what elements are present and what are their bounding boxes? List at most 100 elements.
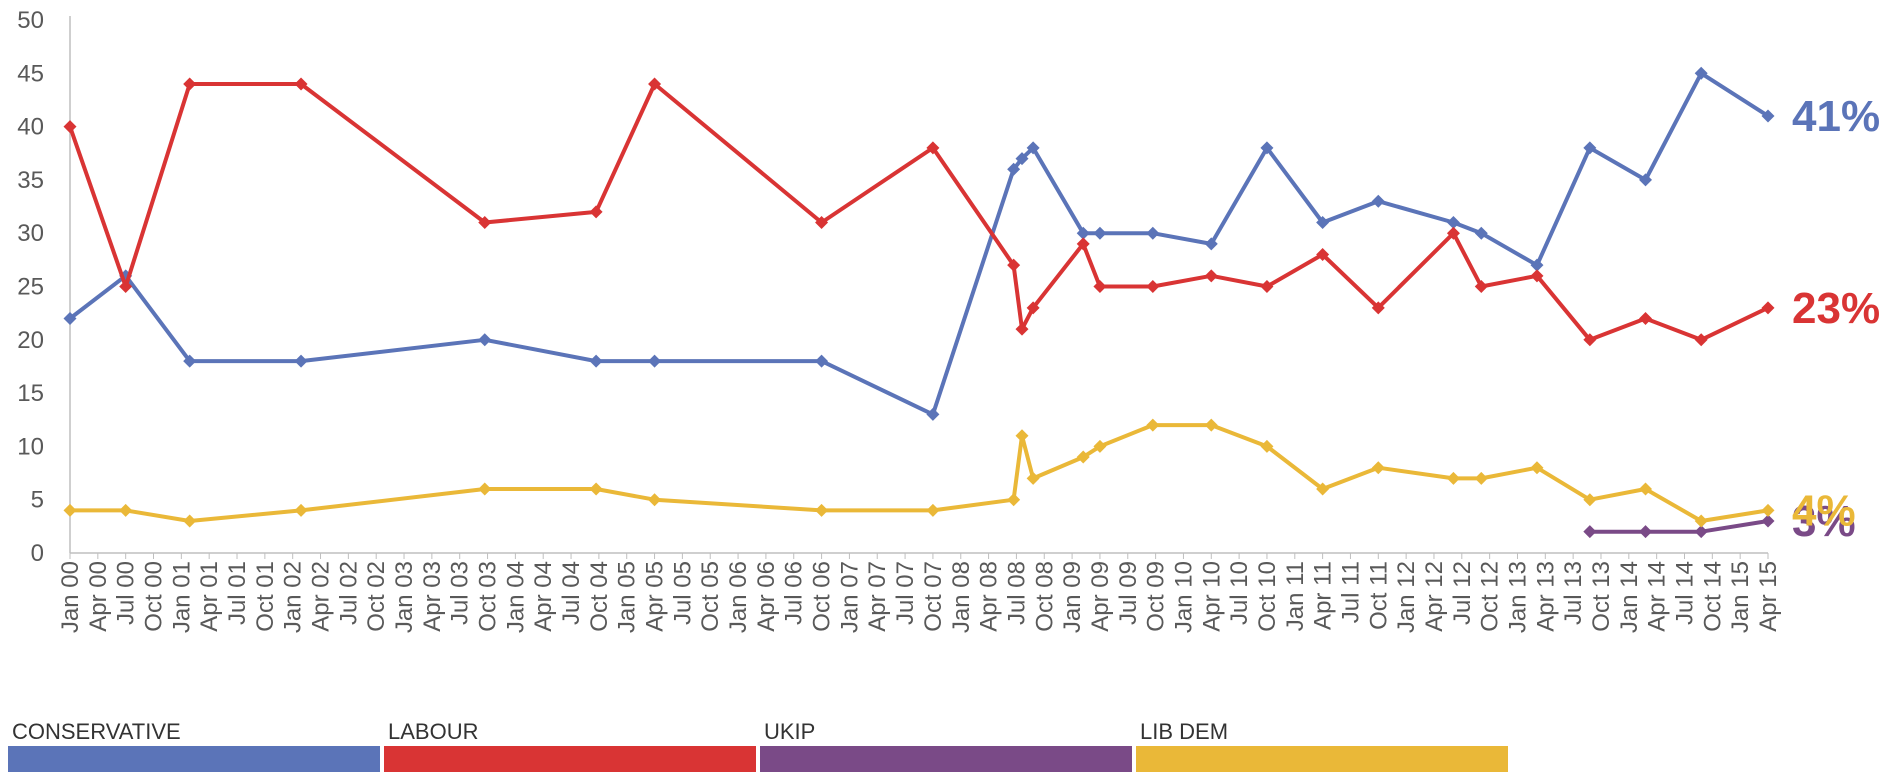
data-point xyxy=(294,503,308,517)
data-point xyxy=(1474,226,1488,240)
y-tick-label: 20 xyxy=(17,327,44,354)
y-tick-label: 5 xyxy=(31,487,44,514)
x-tick-label: Jul 05 xyxy=(669,561,696,625)
data-point xyxy=(294,354,308,368)
end-label-labour: 23% xyxy=(1792,284,1880,333)
legend: CONSERVATIVE LABOUR UKIP LIB DEM xyxy=(8,718,1508,772)
y-tick-label: 10 xyxy=(17,433,44,460)
data-point xyxy=(589,354,603,368)
series-line-lib-dem xyxy=(68,423,1770,523)
x-tick-label: Jul 14 xyxy=(1671,561,1698,625)
y-tick-label: 0 xyxy=(31,540,44,567)
data-point xyxy=(183,354,197,368)
x-tick-label: Jul 07 xyxy=(892,561,919,625)
series-line-labour xyxy=(68,82,1770,342)
x-tick-label: Oct 11 xyxy=(1365,561,1392,630)
x-tick-label: Oct 14 xyxy=(1699,561,1726,632)
data-point xyxy=(1076,226,1090,240)
x-tick-label: Apr 15 xyxy=(1755,561,1782,632)
y-tick-label: 50 xyxy=(17,7,44,34)
legend-label-labour: LABOUR xyxy=(388,719,479,744)
data-point xyxy=(1694,66,1708,80)
data-point xyxy=(1583,333,1597,347)
data-point xyxy=(1530,269,1544,283)
legend-swatch-lib-dem xyxy=(1136,746,1508,772)
data-point xyxy=(926,407,940,421)
x-tick-label: Apr 03 xyxy=(419,561,446,632)
x-tick-label: Apr 05 xyxy=(642,561,669,632)
data-point xyxy=(1146,226,1160,240)
x-tick-label: Jul 09 xyxy=(1115,561,1142,625)
series-line-conservative xyxy=(68,71,1770,417)
x-tick-label: Oct 01 xyxy=(252,561,279,632)
y-tick-label: 35 xyxy=(17,167,44,194)
data-point xyxy=(1015,322,1029,336)
x-tick-label: Apr 13 xyxy=(1532,561,1559,632)
x-tick-label: Jul 12 xyxy=(1449,561,1476,625)
x-tick-label: Apr 14 xyxy=(1644,561,1671,632)
x-tick-label: Jul 03 xyxy=(447,561,474,625)
data-point xyxy=(1583,525,1597,539)
data-point xyxy=(183,77,197,91)
data-point xyxy=(1639,525,1653,539)
data-point xyxy=(1093,226,1107,240)
data-point xyxy=(1371,194,1385,208)
x-tick-label: Jan 09 xyxy=(1059,561,1086,633)
legend-swatch-conservative xyxy=(8,746,380,772)
x-tick-label: Jan 04 xyxy=(502,561,529,633)
data-point xyxy=(1371,301,1385,315)
data-point xyxy=(1639,173,1653,187)
x-tick-label: Jan 05 xyxy=(614,561,641,633)
data-point xyxy=(1093,439,1107,453)
data-point xyxy=(589,482,603,496)
data-point xyxy=(1204,418,1218,432)
x-tick-label: Jan 15 xyxy=(1727,561,1754,633)
data-point xyxy=(648,77,662,91)
legend-swatch-ukip xyxy=(760,746,1132,772)
series-labour xyxy=(63,77,1775,347)
data-point xyxy=(1446,471,1460,485)
x-tick-label: Apr 06 xyxy=(753,561,780,632)
y-tick-label: 40 xyxy=(17,114,44,141)
x-tick-label: Jan 07 xyxy=(836,561,863,633)
data-point xyxy=(1694,514,1708,528)
x-tick-label: Apr 11 xyxy=(1310,561,1337,630)
y-tick-label: 25 xyxy=(17,274,44,301)
data-point xyxy=(1026,141,1040,155)
data-point xyxy=(1076,237,1090,251)
data-point xyxy=(1026,301,1040,315)
data-point xyxy=(1026,471,1040,485)
x-tick-label: Jan 06 xyxy=(725,561,752,633)
data-point xyxy=(1015,152,1029,166)
x-tick-label: Oct 03 xyxy=(475,561,502,632)
data-point xyxy=(1204,237,1218,251)
series-line-ukip xyxy=(1587,519,1770,534)
data-point xyxy=(1146,418,1160,432)
data-point xyxy=(478,482,492,496)
x-tick-label: Jan 08 xyxy=(948,561,975,633)
data-point xyxy=(294,77,308,91)
data-point xyxy=(1761,503,1775,517)
end-label-conservative: 41% xyxy=(1792,92,1880,141)
x-tick-label: Apr 04 xyxy=(530,561,557,632)
end-label-ukip: 3% xyxy=(1792,497,1856,546)
data-point xyxy=(1204,269,1218,283)
data-point xyxy=(478,216,492,230)
series-conservative xyxy=(63,66,1775,421)
data-point xyxy=(1694,525,1708,539)
x-tick-label: Jan 03 xyxy=(391,561,418,633)
x-tick-label: Jan 02 xyxy=(280,561,307,633)
x-tick-label: Apr 10 xyxy=(1198,561,1225,632)
data-point xyxy=(648,493,662,507)
x-tick-label: Jan 11 xyxy=(1282,561,1309,631)
x-tick-label: Apr 01 xyxy=(196,561,223,632)
data-point xyxy=(1260,141,1274,155)
data-point xyxy=(1761,514,1775,528)
data-point xyxy=(1316,248,1330,262)
data-point xyxy=(1146,280,1160,293)
data-point xyxy=(1093,280,1107,293)
x-tick-label: Oct 02 xyxy=(363,561,390,632)
data-point xyxy=(1260,280,1274,293)
legend-label-ukip: UKIP xyxy=(764,719,816,744)
